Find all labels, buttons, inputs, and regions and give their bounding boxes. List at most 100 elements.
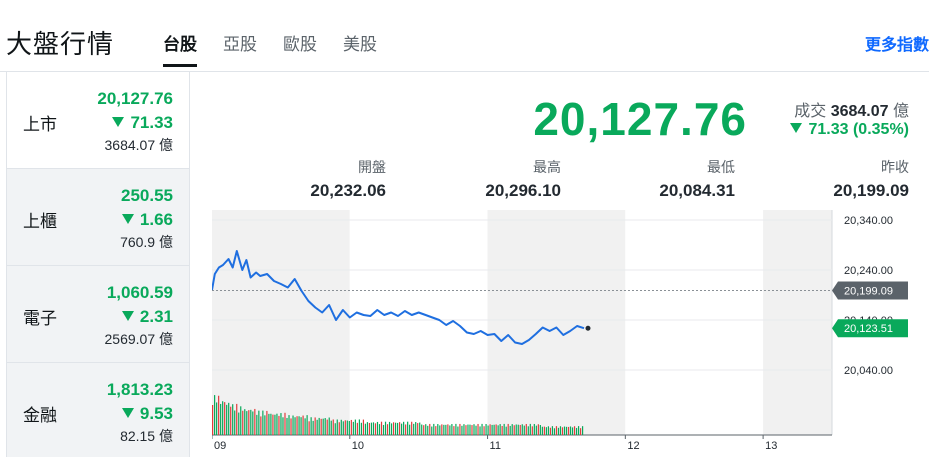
volume-bar [477,423,479,435]
volume-bar [547,426,550,435]
volume-bar [212,405,214,435]
volume-bar [354,419,356,435]
volume-bar [421,424,423,435]
stat-high: 最高 20,296.10 [485,159,561,200]
volume-bar [545,427,547,435]
volume-bar [429,423,431,435]
volume-bar [374,423,377,435]
volume-bar [258,410,260,435]
volume-bar [537,424,539,435]
volume-bar [388,421,391,435]
volume-bar [463,424,465,435]
volume-bar [527,426,529,435]
volume-bar [340,419,342,435]
intraday-chart[interactable]: 20,340.0020,240.0020,140.0020,040.000910… [212,210,929,457]
x-tick-label: 11 [490,440,501,452]
market-item-electronics[interactable]: 電子 1,060.59 2.31 2569.07 億 [7,266,189,363]
volume-bar [483,426,485,435]
volume-bar [378,424,381,435]
volume-bar [459,423,461,435]
volume-bar [344,420,346,435]
volume-bar [525,423,527,435]
volume-bar [485,424,487,435]
volume-bar [372,422,375,435]
hour-band [349,210,488,435]
volume-bar [268,413,270,435]
volume-bar [244,409,246,435]
market-item-otc[interactable]: 上櫃 250.55 1.66 760.9 億 [7,169,189,266]
volume-bar [364,423,367,435]
volume-bar [262,410,264,435]
down-arrow-icon [121,408,134,418]
market-item-listed[interactable]: 上市 20,127.76 71.33 3684.07 億 [7,72,189,169]
market-price: 1,060.59 [106,283,173,302]
volume-bar [423,425,425,435]
volume-bar [350,419,352,435]
volume-bar [368,422,371,435]
volume-bar [314,417,316,435]
volume-bar [214,395,216,435]
volume-bar [513,425,515,435]
market-volume: 3684.07 億 [104,137,174,153]
market-item-finance[interactable]: 金融 1,813.23 9.53 82.15 億 [7,363,189,457]
volume-bar [286,417,288,435]
volume-bar [228,402,230,435]
volume-bar [300,417,302,435]
volume-bar [509,425,511,435]
last-price-tag-label: 20,123.51 [844,323,893,335]
volume-bar [533,423,535,435]
volume-bar [254,408,256,435]
volume-bar [246,411,248,435]
market-volume: 82.15 億 [120,428,173,444]
volume-bar [467,424,469,435]
volume-bar [376,421,379,435]
volume-bar [272,414,274,435]
volume-bar [443,424,445,435]
volume-bar [433,423,435,435]
volume-bar [236,403,238,435]
volume-bar [417,423,419,435]
down-arrow-icon [790,123,803,133]
volume-bar [499,424,501,435]
volume-bar [266,410,268,435]
x-tick-label: 13 [765,440,777,452]
volume-bar [449,425,451,435]
volume-bar [569,426,572,435]
tab-taiwan[interactable]: 台股 [163,30,197,67]
volume-bar [475,425,477,435]
volume-bar [505,426,507,435]
volume-bar [419,422,421,435]
volume-bar [366,422,369,435]
market-price: 1,813.23 [106,380,173,399]
volume-bar [390,423,393,435]
volume-bar [288,415,290,435]
volume-bar [465,425,467,435]
volume-bar [386,424,389,435]
volume-bar [248,410,250,435]
volume-bar [555,426,558,435]
volume-bar [407,421,409,435]
volume-bar [242,410,244,435]
market-change: 9.53 [121,404,173,424]
volume-bar [559,426,562,435]
market-price: 250.55 [121,186,173,205]
tab-europe[interactable]: 歐股 [283,35,317,54]
volume-bar [298,416,300,435]
volume-bar [567,426,570,435]
volume-bar [531,426,533,435]
volume-bar [535,425,537,435]
tab-us[interactable]: 美股 [343,35,377,54]
y-tick-label: 20,040.00 [844,365,893,377]
volume-bar [318,417,320,435]
page-title: 大盤行情 [6,29,115,59]
volume-bar [282,417,284,435]
hour-band [212,210,350,435]
volume-bar [581,426,584,435]
volume-bar [296,416,298,435]
market-tabs: 台股 亞股 歐股 美股 [163,30,403,67]
tab-asia[interactable]: 亞股 [223,35,257,54]
volume-bar [320,418,322,435]
more-indices-link[interactable]: 更多指數 [864,37,929,54]
stat-prev-close: 昨收 20,199.09 [833,159,909,200]
volume-bar [240,406,242,435]
